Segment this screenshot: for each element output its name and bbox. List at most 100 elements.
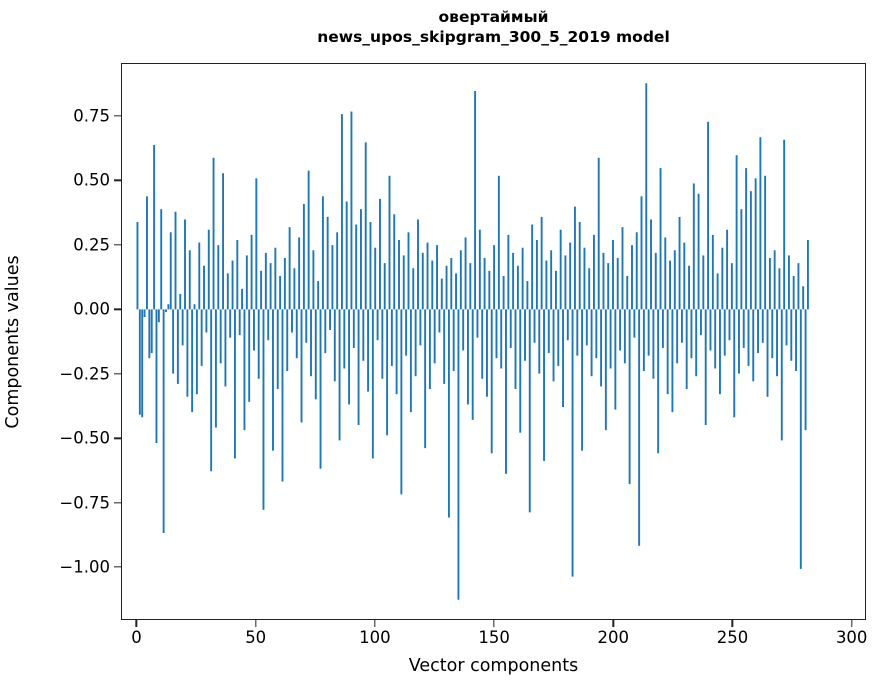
bar <box>607 263 610 310</box>
bar <box>602 252 605 310</box>
bar <box>417 219 419 310</box>
bar <box>207 229 210 310</box>
plot-axes <box>121 63 866 620</box>
bar <box>260 270 263 310</box>
bar <box>355 224 358 310</box>
bar <box>573 206 576 310</box>
bar <box>519 309 522 433</box>
bar <box>483 257 486 310</box>
bar <box>495 309 498 359</box>
bar <box>547 309 550 354</box>
bar <box>302 204 305 310</box>
bar <box>680 309 683 343</box>
y-tick-mark <box>114 115 121 117</box>
bar <box>186 309 189 397</box>
bar <box>414 309 417 377</box>
bar <box>295 309 298 359</box>
bar <box>792 275 795 310</box>
bar <box>631 245 633 310</box>
bar <box>704 309 707 426</box>
bar <box>780 309 783 441</box>
bar <box>383 263 386 310</box>
bar <box>471 309 474 420</box>
bar <box>179 293 182 310</box>
bar <box>291 309 293 333</box>
bar <box>436 245 438 310</box>
bar <box>754 178 757 310</box>
bar <box>198 242 201 310</box>
bar <box>283 257 286 310</box>
bar <box>516 265 519 310</box>
bar <box>481 309 484 379</box>
y-tick-label: −1.00 <box>59 557 110 577</box>
bar <box>783 139 786 310</box>
bar <box>412 268 415 310</box>
chart-title-line-1: овертаймый <box>438 8 549 26</box>
bar <box>474 90 477 310</box>
bar <box>150 309 153 354</box>
bar <box>253 309 255 351</box>
bar <box>640 196 643 310</box>
bar <box>745 168 748 310</box>
bar <box>581 309 584 451</box>
bar <box>374 247 377 310</box>
bar <box>191 309 194 413</box>
bar <box>749 191 752 310</box>
bar <box>776 309 778 377</box>
x-tick-label: 250 <box>716 628 749 647</box>
bar <box>642 309 645 372</box>
bar <box>790 309 793 361</box>
bar <box>685 309 688 390</box>
bar <box>709 309 712 351</box>
bar <box>331 245 334 310</box>
bar <box>659 168 662 310</box>
bar <box>721 247 724 310</box>
bar <box>450 257 453 310</box>
y-tick-mark <box>114 566 121 568</box>
bar <box>759 137 762 310</box>
bar <box>445 265 448 310</box>
bar <box>264 252 267 310</box>
bar <box>381 309 384 379</box>
bar <box>661 309 664 348</box>
bar <box>766 309 769 397</box>
bar <box>169 232 172 310</box>
bar <box>692 183 695 310</box>
bar <box>245 255 248 310</box>
x-tick-mark <box>493 620 495 627</box>
bar <box>740 209 743 310</box>
bar <box>723 309 726 356</box>
x-axis-tick-marks <box>121 620 866 628</box>
bar <box>455 273 458 310</box>
bar <box>440 278 443 310</box>
bar <box>764 175 767 310</box>
bar <box>226 273 229 310</box>
bar <box>795 309 798 372</box>
bar <box>193 304 196 310</box>
bar <box>593 234 595 310</box>
bar <box>379 198 381 310</box>
bar <box>338 309 341 441</box>
bar <box>390 309 393 366</box>
bar <box>212 157 215 310</box>
bar <box>799 309 802 569</box>
bar <box>647 309 650 356</box>
bar <box>459 250 462 310</box>
x-tick-label: 100 <box>359 628 391 647</box>
bar <box>538 309 541 374</box>
bar <box>490 309 493 454</box>
bar <box>398 240 400 310</box>
bar <box>148 309 151 359</box>
bar <box>688 265 691 310</box>
y-axis-tick-labels: −1.00 −0.75 −0.50 −0.25 0.00 0.25 0.50 0.75 <box>0 63 110 620</box>
bar <box>421 252 424 310</box>
bar <box>621 227 624 310</box>
bar <box>559 229 562 310</box>
y-axis-tick-marks <box>0 63 121 620</box>
bar <box>590 309 593 377</box>
bar <box>336 232 339 310</box>
bar <box>526 281 529 310</box>
bar <box>172 309 175 374</box>
bar <box>738 309 740 374</box>
bar <box>293 268 296 310</box>
